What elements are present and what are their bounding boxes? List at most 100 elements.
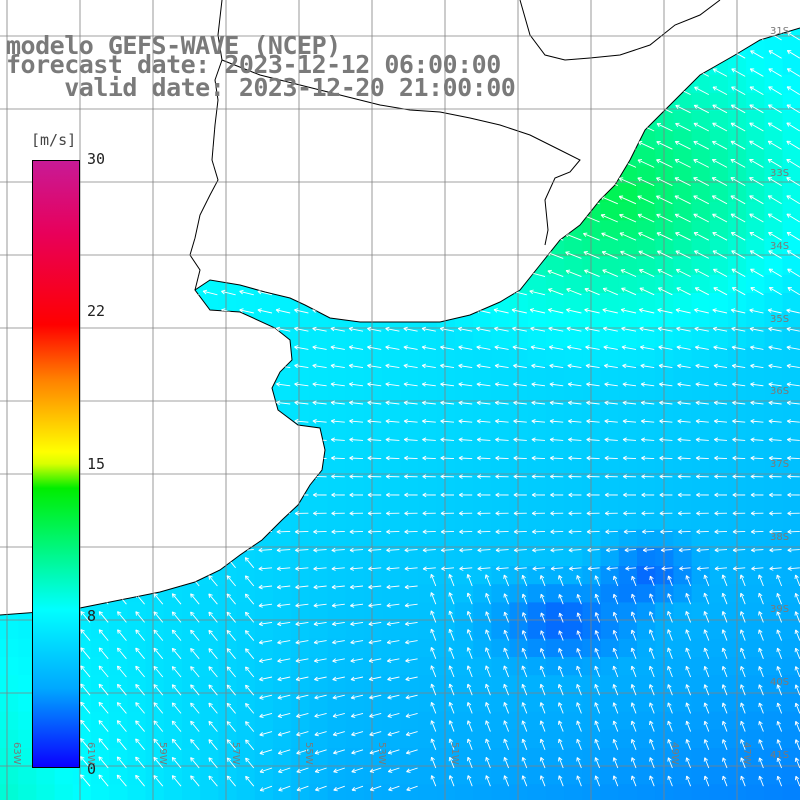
wind-speed-cell [309, 493, 329, 512]
wind-speed-cell [400, 547, 420, 567]
wind-speed-cell [509, 711, 529, 731]
wind-speed-cell [637, 547, 656, 567]
wind-speed-cell [546, 638, 565, 658]
wind-speed-cell [236, 693, 256, 713]
wind-speed-cell [436, 475, 456, 494]
wind-speed-cell [291, 311, 310, 330]
wind-speed-cell [364, 511, 383, 531]
wind-speed-cell [637, 584, 656, 603]
wind-speed-cell [364, 475, 383, 494]
wind-speed-cell [291, 748, 310, 767]
wind-speed-cell [764, 202, 784, 221]
wind-speed-cell [455, 748, 474, 767]
wind-speed-cell [200, 693, 219, 713]
wind-speed-cell [382, 420, 401, 440]
wind-speed-cell [273, 547, 292, 567]
wind-speed-cell [764, 511, 784, 531]
wind-speed-cell [473, 602, 492, 622]
wind-speed-cell [291, 602, 310, 622]
wind-speed-cell [691, 547, 711, 567]
wind-speed-cell [364, 693, 383, 713]
wind-speed-cell [236, 748, 256, 767]
wind-speed-cell [436, 675, 456, 694]
wind-speed-cell [455, 729, 474, 749]
wind-speed-cell [728, 329, 747, 349]
wind-speed-cell [473, 420, 492, 440]
wind-speed-cell [436, 602, 456, 622]
wind-speed-cell [418, 493, 438, 512]
wind-speed-cell [400, 511, 420, 531]
wind-speed-cell [436, 566, 456, 585]
wind-speed-cell [764, 693, 784, 713]
wind-speed-cell [364, 420, 383, 440]
wind-speed-cell [455, 547, 474, 567]
wind-speed-cell [582, 766, 602, 785]
wind-speed-cell [473, 693, 492, 713]
wind-speed-cell [491, 438, 511, 458]
colorbar-unit: [m/s] [31, 131, 77, 149]
wind-speed-cell [364, 748, 383, 767]
wind-speed-cell [382, 384, 401, 403]
wind-speed-cell [491, 602, 511, 622]
wind-speed-cell [782, 38, 800, 57]
wind-speed-cell [400, 493, 420, 512]
wind-speed-cell [418, 329, 438, 349]
wind-speed-cell [709, 384, 729, 403]
wind-speed-cell [455, 384, 474, 403]
wind-speed-cell [782, 56, 800, 76]
wind-speed-cell [618, 365, 638, 385]
wind-speed-cell [291, 584, 310, 603]
wind-speed-cell [582, 438, 602, 458]
wind-speed-cell [637, 657, 656, 676]
wind-arrow [75, 68, 91, 77]
wind-speed-cell [764, 638, 784, 658]
wind-speed-cell [582, 729, 602, 749]
wind-speed-cell [345, 493, 365, 512]
wind-speed-cell [564, 456, 583, 476]
wind-speed-cell [273, 602, 292, 622]
wind-speed-cell [364, 329, 383, 349]
wind-speed-cell [527, 365, 547, 385]
wind-speed-cell [309, 529, 329, 549]
wind-speed-cell [400, 347, 420, 367]
wind-speed-cell [728, 729, 747, 749]
wind-speed-cell [655, 766, 674, 785]
wind-speed-cell [345, 729, 365, 749]
wind-speed-cell [400, 475, 420, 494]
wind-speed-cell [764, 293, 784, 312]
wind-speed-cell [582, 456, 602, 476]
wind-speed-cell [691, 384, 711, 403]
wind-speed-cell [491, 547, 511, 567]
wind-speed-cell [709, 475, 729, 494]
wind-speed-cell [200, 602, 219, 622]
wind-arrow [75, 86, 91, 95]
wind-speed-cell [400, 729, 420, 749]
wind-speed-cell [273, 620, 292, 640]
wind-speed-cell [309, 511, 329, 531]
wind-speed-cell [564, 638, 583, 658]
wind-speed-cell [455, 766, 474, 785]
wind-speed-cell [345, 766, 365, 785]
wind-speed-cell [182, 693, 201, 713]
wind-speed-cell [327, 766, 347, 785]
wind-speed-cell [254, 293, 274, 312]
wind-speed-cell [709, 438, 729, 458]
wind-speed-cell [509, 729, 529, 749]
wind-speed-cell [618, 620, 638, 640]
wind-speed-cell [455, 620, 474, 640]
wind-speed-cell [728, 766, 747, 785]
wind-speed-cell [746, 384, 765, 403]
wind-speed-cell [364, 784, 383, 800]
wind-speed-cell [637, 602, 656, 622]
wind-speed-cell [491, 729, 511, 749]
wind-speed-cell [455, 420, 474, 440]
wind-speed-cell [655, 329, 674, 349]
wind-speed-cell [764, 475, 784, 494]
wind-speed-cell [546, 311, 565, 330]
wind-speed-cell [218, 657, 238, 676]
wind-speed-cell [564, 311, 583, 330]
wind-speed-cell [236, 657, 256, 676]
wind-speed-cell [309, 638, 329, 658]
wind-speed-cell [564, 420, 583, 440]
wind-speed-cell [691, 784, 711, 800]
